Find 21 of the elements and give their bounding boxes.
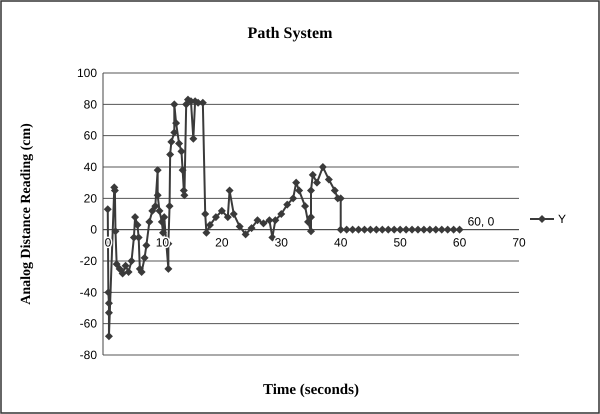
y-tick-label: 80 <box>84 97 98 112</box>
y-axis-title: Analog Distance Reading (cm) <box>19 122 34 305</box>
x-tick-label: 20 <box>215 236 229 250</box>
chart-title: Path System <box>248 25 334 42</box>
x-tick-label: 40 <box>334 236 348 250</box>
x-tick-label: 50 <box>393 236 408 250</box>
y-tick-label: -40 <box>80 285 98 300</box>
y-tick-label: -80 <box>80 348 98 362</box>
y-tick-label: 20 <box>84 191 98 206</box>
y-tick-label: -20 <box>80 254 98 268</box>
legend-label: Y <box>558 212 566 226</box>
y-tick-label: 40 <box>84 160 98 174</box>
x-tick-label: 60 <box>452 236 467 250</box>
x-tick-label: 30 <box>274 236 288 250</box>
y-tick-label: 100 <box>76 66 98 80</box>
y-tick-label: 60 <box>84 128 98 143</box>
y-tick-label: 0 <box>90 222 98 237</box>
x-axis-title: Time (seconds) <box>263 382 359 398</box>
x-tick-label: 70 <box>512 236 526 250</box>
y-tick-label: -60 <box>80 316 98 331</box>
annotation: 60, 0 <box>468 214 495 229</box>
